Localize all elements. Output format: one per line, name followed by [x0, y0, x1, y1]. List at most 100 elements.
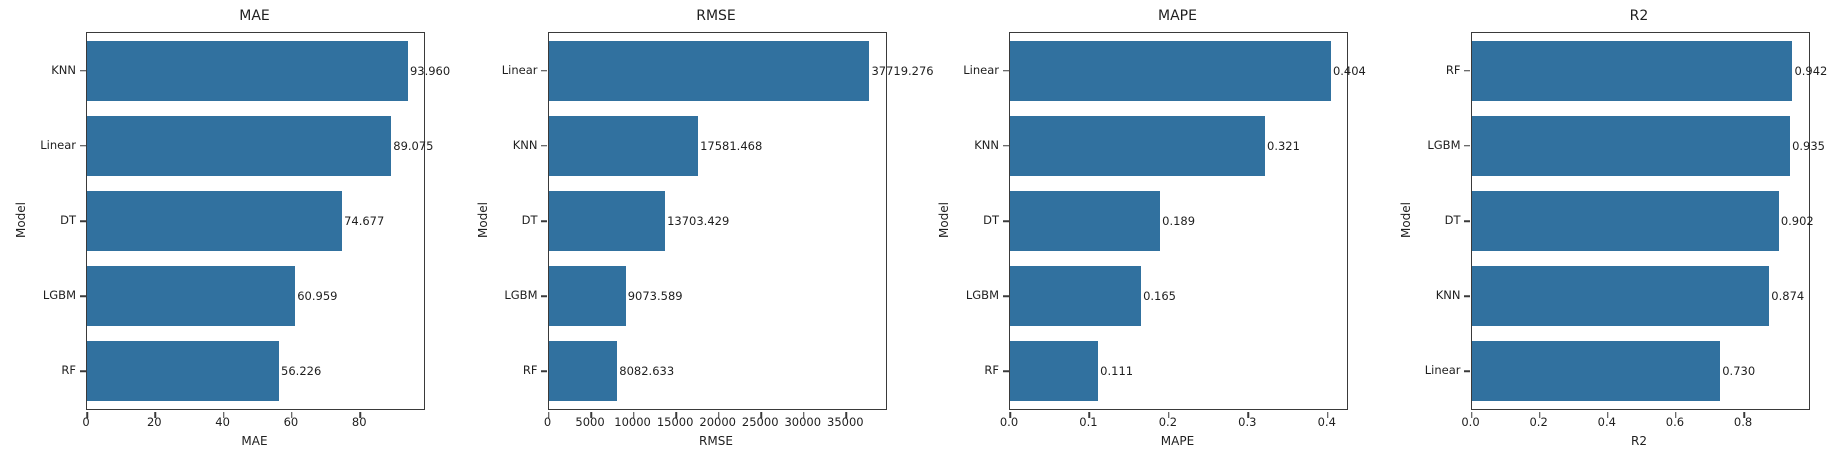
bar: [548, 341, 618, 402]
bar-value-label: 0.404: [1332, 63, 1366, 78]
y-tick-mark: [541, 69, 547, 72]
x-tick-label: 15000: [656, 415, 694, 429]
y-tick-label: KNN: [51, 62, 76, 77]
x-tick-mark: [1168, 412, 1170, 418]
bar: [1471, 115, 1791, 176]
y-tick-label: DT: [521, 213, 538, 227]
y-tick-label: LGBM: [42, 288, 76, 303]
x-tick-mark: [803, 412, 805, 418]
x-tick-label: 0: [82, 415, 90, 429]
x-tick-labels: 0 20 40 60 80: [82, 415, 423, 429]
y-tick-labels: KNN Linear DT LGBM RF: [0, 32, 76, 408]
x-tick-mark: [1675, 412, 1677, 418]
bar-value-label: 56.226: [281, 364, 322, 379]
bar: [87, 341, 280, 402]
chart-title: R2: [1629, 8, 1649, 24]
x-tick-label: 10000: [614, 415, 651, 429]
y-tick-mark: [1464, 69, 1470, 72]
y-tick-mark: [1002, 145, 1009, 147]
y-tick-mark: [79, 370, 86, 373]
x-tick-label: 20: [146, 415, 162, 429]
bar: [87, 191, 343, 251]
x-axis-label: R2: [1631, 434, 1647, 448]
x-tick-mark: [1743, 412, 1745, 418]
x-tick-label: 0.4: [1597, 415, 1616, 429]
bar-value-label: 0.111: [1100, 364, 1134, 379]
bar: [1471, 266, 1770, 327]
y-tick-mark: [1002, 295, 1009, 297]
x-tick-label: 0.2: [1529, 415, 1548, 429]
x-tick-label: 80: [351, 415, 367, 429]
y-tick-label: DT: [1444, 213, 1461, 227]
y-tick-labels: Linear KNN DT LGBM RF: [462, 32, 538, 408]
bar: [548, 40, 870, 101]
plot-area: 0.404 0.321 0.189 0.165 0.111: [1002, 32, 1366, 418]
y-tick-mark: [1002, 370, 1009, 373]
y-tick-label: KNN: [512, 137, 538, 152]
plot-area: 37719.276 17581.468 13703.429 9073.589 8082.…: [541, 32, 934, 418]
bar-value-label: 93.960: [409, 63, 451, 78]
x-tick-label: 30000: [784, 415, 822, 429]
x-tick-label: 0: [543, 415, 552, 429]
bar-value-label: 74.677: [344, 214, 385, 228]
chart-panel-mape: MAPE Model Linear KNN DT LGBM RF 0.404 0.321 0…: [923, 0, 1385, 457]
bar-value-label: 0.874: [1771, 289, 1805, 304]
bar-value-label: 13703.429: [667, 214, 730, 228]
bar: [1471, 191, 1779, 251]
y-tick-label: KNN: [974, 137, 999, 152]
y-tick-label: RF: [984, 363, 999, 378]
x-tick-label: 5000: [575, 415, 605, 429]
bar-value-label: 0.730: [1722, 364, 1756, 379]
x-tick-label: 25000: [741, 415, 779, 429]
x-axis-label: RMSE: [699, 434, 733, 448]
x-tick-label: 0.0: [999, 415, 1019, 429]
x-tick-label: 0.0: [1461, 415, 1480, 429]
y-tick-label: LGBM: [504, 288, 538, 303]
x-tick-labels: 0 5000 10000 15000 20000 25000 30000 35000: [544, 415, 885, 429]
y-tick-label: Linear: [1424, 363, 1461, 378]
y-tick-label: DT: [60, 213, 76, 227]
bar-value-label: 37719.276: [871, 63, 934, 78]
y-tick-mark: [1464, 370, 1470, 373]
bar-value-label: 17581.468: [700, 138, 763, 153]
x-axis-label: MAE: [241, 434, 268, 448]
y-tick-label: Linear: [501, 62, 538, 77]
x-tick-label: 0.6: [1665, 415, 1685, 429]
bar-value-label: 0.165: [1143, 289, 1177, 304]
y-tick-mark: [541, 295, 547, 297]
y-tick-labels: RF LGBM DT KNN Linear: [1385, 32, 1461, 408]
bar-value-label: 0.942: [1794, 63, 1828, 78]
bar: [1010, 40, 1331, 101]
x-tick-label: 35000: [827, 415, 864, 429]
x-tick-label: 60: [283, 415, 299, 429]
x-tick-label: 0.3: [1238, 415, 1257, 429]
bar: [87, 115, 392, 176]
y-tick-mark: [79, 220, 86, 222]
x-tick-mark: [1538, 412, 1541, 418]
y-tick-label: Linear: [963, 62, 999, 77]
y-tick-mark: [79, 69, 86, 72]
y-tick-label: RF: [61, 363, 76, 378]
bar: [548, 266, 626, 327]
bar-value-label: 60.959: [297, 289, 338, 304]
y-tick-mark: [1464, 295, 1470, 297]
x-tick-mark: [154, 412, 157, 418]
x-tick-mark: [1009, 412, 1011, 418]
bar: [548, 191, 666, 251]
y-tick-mark: [1002, 220, 1009, 222]
plot-area: 0.942 0.935 0.902 0.874 0.730: [1464, 32, 1827, 418]
y-tick-label: RF: [522, 363, 538, 378]
chart-panel-r2: R2 Model RF LGBM DT KNN Linear 0.942 0.935 0.9…: [1385, 0, 1846, 457]
x-tick-mark: [590, 412, 592, 418]
x-tick-label: 0.8: [1733, 415, 1753, 429]
y-tick-mark: [79, 145, 86, 147]
x-tick-mark: [760, 412, 762, 418]
y-tick-mark: [79, 295, 86, 297]
x-tick-mark: [1607, 412, 1609, 418]
y-tick-mark: [1002, 69, 1009, 72]
x-axis-label: MAPE: [1160, 434, 1195, 448]
y-tick-label: KNN: [1435, 288, 1461, 303]
y-tick-labels: Linear KNN DT LGBM RF: [923, 32, 999, 408]
x-tick-label: 0.4: [1317, 415, 1336, 429]
